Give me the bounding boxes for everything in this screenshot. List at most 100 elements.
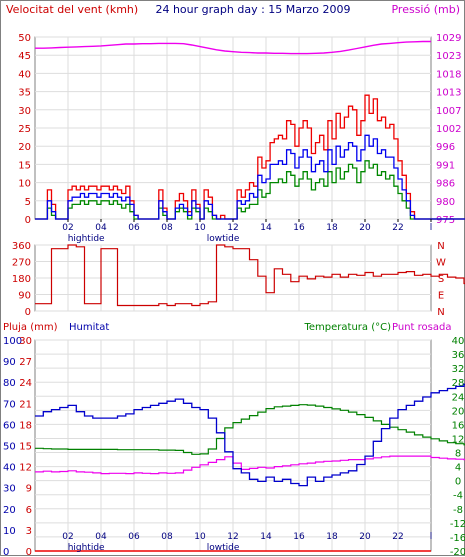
pressure-y-tick: 1013: [436, 88, 461, 99]
panel1-x-tick: 18: [326, 223, 338, 233]
bottom-x-tick: 04: [95, 532, 107, 542]
rain-y-tick: 0: [26, 547, 32, 557]
panel1-x-tick: 08: [161, 223, 173, 233]
temperature-y-tick: 0: [455, 477, 461, 488]
temperature-y-tick: 40: [452, 336, 465, 347]
wind-y-tick: 20: [18, 142, 31, 153]
pressure-axis-title: Pressió (mb): [391, 3, 460, 16]
wind-y-tick: 5: [25, 197, 31, 208]
chart-title: 24 hour graph day : 15 Marzo 2009: [155, 3, 350, 16]
bottom-tide-label: lowtide: [207, 543, 240, 553]
temperature-y-tick: -12: [450, 519, 465, 530]
direction-y-tick: 360: [12, 241, 31, 252]
rain-y-tick: 30: [19, 336, 32, 347]
wind-y-tick: 10: [18, 179, 31, 190]
rain-y-tick: 3: [26, 526, 32, 537]
temperature-y-tick: 12: [452, 434, 465, 445]
rain-y-tick: 12: [19, 463, 32, 474]
panel1-x-tick: 16: [293, 223, 305, 233]
compass-label: E: [438, 291, 444, 302]
humidity-y-tick: 0: [3, 547, 9, 557]
wind-y-tick: 40: [18, 69, 31, 80]
pressure-y-tick: 986: [436, 179, 455, 190]
temperature-y-tick: 20: [452, 406, 465, 417]
panel1-x-tick: l: [430, 223, 433, 233]
panel1-x-tick: 14: [260, 223, 272, 233]
humidity-y-tick: 80: [3, 378, 16, 389]
humidity-y-tick: 20: [3, 505, 16, 516]
bottom-tide-label: hightide: [68, 543, 105, 553]
temperature-y-tick: 8: [455, 449, 461, 460]
bottom-x-tick: 18: [326, 532, 338, 542]
compass-label: N: [437, 241, 444, 252]
compass-label: N: [437, 307, 444, 318]
compass-label: W: [436, 258, 446, 269]
wind-y-tick: 45: [18, 51, 31, 62]
humidity-axis-title: Humitat: [69, 322, 109, 333]
rain-y-tick: 18: [19, 420, 32, 431]
wind-y-tick: 30: [18, 106, 31, 117]
pressure-y-tick: 991: [436, 160, 455, 171]
humidity-y-tick: 40: [3, 463, 16, 474]
humidity-y-tick: 90: [3, 357, 16, 368]
temperature-y-tick: 16: [452, 420, 465, 431]
pressure-y-tick: 980: [436, 197, 455, 208]
humidity-y-tick: 10: [3, 526, 16, 537]
pressure-series: [35, 40, 431, 55]
humidity-y-tick: 70: [3, 399, 16, 410]
panel1-x-tick: 02: [62, 223, 73, 233]
pressure-y-tick: 1018: [436, 69, 461, 80]
compass-label: S: [438, 274, 444, 285]
direction-y-tick: 270: [12, 258, 31, 269]
bottom-x-tick: l: [430, 532, 433, 542]
temperature-y-tick: 28: [452, 378, 465, 389]
rain-y-tick: 27: [19, 357, 32, 368]
wind-y-tick: 35: [18, 88, 31, 99]
tide-label: hightide: [68, 234, 105, 244]
temperature-y-tick: -8: [453, 505, 463, 516]
dewpoint-axis-title: Punt rosada: [392, 322, 451, 333]
dewpoint-series: [35, 455, 465, 475]
pressure-y-tick: 1029: [436, 33, 461, 44]
pressure-y-tick: 1002: [436, 124, 461, 135]
panel1-x-tick: 10: [194, 223, 206, 233]
temperature-series: [35, 404, 465, 455]
humidity-y-tick: 30: [3, 484, 16, 495]
bottom-x-tick: 12: [227, 532, 238, 542]
humidity-y-tick: 100: [3, 336, 22, 347]
pressure-y-tick: 1007: [436, 106, 461, 117]
rain-axis-title: Pluja (mm): [3, 322, 58, 333]
pressure-y-tick: 1023: [436, 51, 461, 62]
panel1-x-tick: 12: [227, 223, 238, 233]
rain-y-tick: 6: [26, 505, 32, 516]
bottom-x-tick: 08: [161, 532, 173, 542]
temperature-y-tick: 4: [455, 463, 461, 474]
bottom-x-tick: 20: [359, 532, 371, 542]
tide-label: lowtide: [207, 234, 240, 244]
bottom-x-tick: 02: [62, 532, 73, 542]
bottom-x-tick: 16: [293, 532, 305, 542]
panel1-x-tick: 04: [95, 223, 107, 233]
wind-y-tick: 50: [18, 33, 31, 44]
wind-speed-axis-title: Velocitat del vent (kmh): [6, 3, 138, 16]
temperature-y-tick: -4: [453, 491, 463, 502]
temperature-y-tick: 36: [452, 350, 465, 361]
panel1-x-tick: 22: [392, 223, 403, 233]
temperature-axis-title: Temperatura (°C): [303, 322, 391, 333]
direction-y-tick: 180: [12, 274, 31, 285]
humidity-y-tick: 50: [3, 442, 16, 453]
humidity-series: [35, 383, 465, 487]
wind-y-tick: 15: [18, 160, 31, 171]
temperature-y-tick: -16: [450, 533, 465, 544]
bottom-x-tick: 22: [392, 532, 403, 542]
temperature-y-tick: 32: [452, 364, 465, 375]
direction-y-tick: 0: [25, 307, 31, 318]
rain-y-tick: 24: [19, 378, 32, 389]
wind-average-series: [35, 134, 465, 220]
temperature-y-tick: -20: [450, 547, 465, 557]
direction-y-tick: 90: [18, 291, 31, 302]
pressure-y-tick: 996: [436, 142, 455, 153]
rain-y-tick: 21: [19, 399, 32, 410]
